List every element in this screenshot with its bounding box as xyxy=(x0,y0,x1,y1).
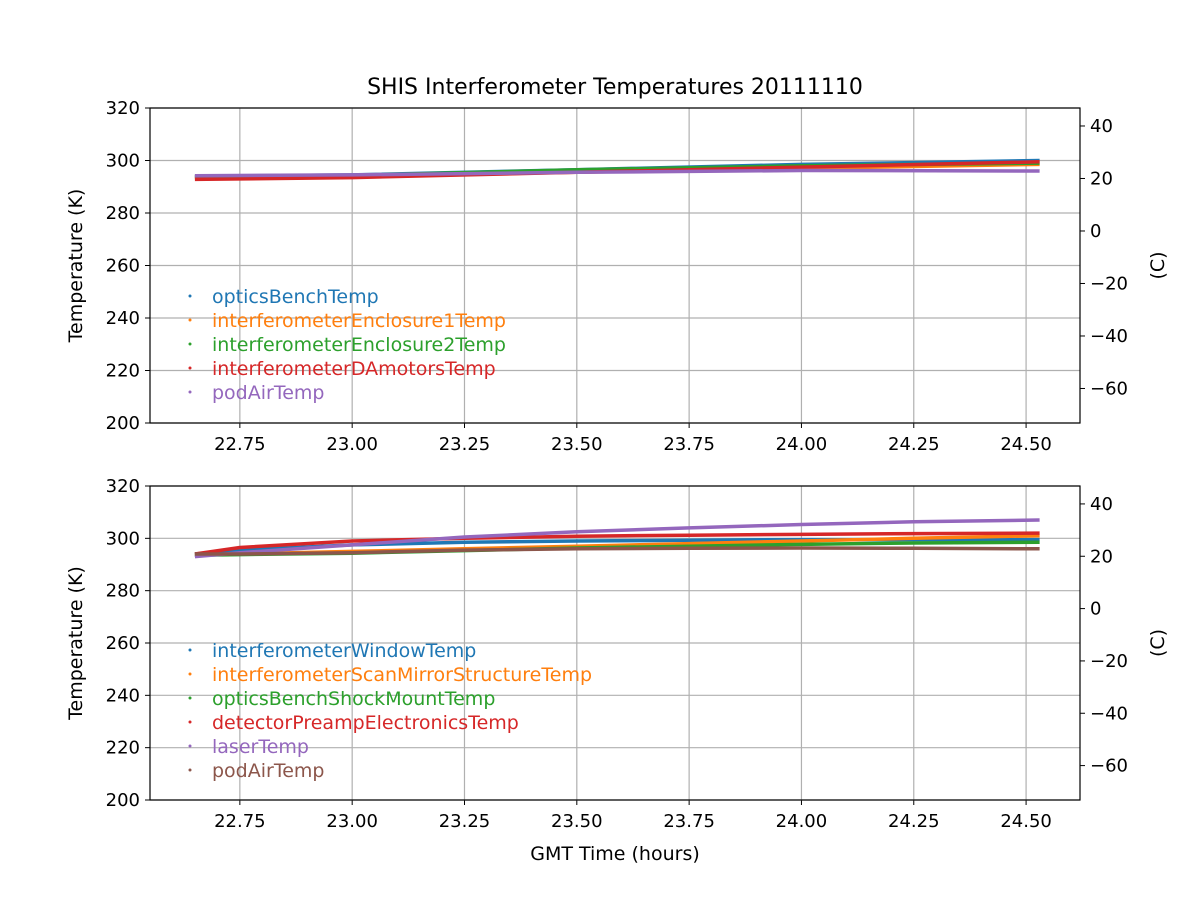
x-axis-label: GMT Time (hours) xyxy=(530,843,700,865)
y-tick-label: 240 xyxy=(106,685,140,706)
y-right-axis-label: (C) xyxy=(1147,629,1169,657)
y-right-tick-label: −40 xyxy=(1090,703,1128,724)
x-tick-label: 22.75 xyxy=(214,811,266,832)
y-axis-label: Temperature (K) xyxy=(65,189,87,344)
x-tick-label: 23.00 xyxy=(326,811,378,832)
chart-title: SHIS Interferometer Temperatures 2011111… xyxy=(367,75,863,100)
bottom-chart: 22.75 23.00 23.25 23.50 23.75 24.00 24.25 24.50… xyxy=(65,476,1169,832)
x-tick-label: 24.25 xyxy=(888,811,940,832)
legend-marker xyxy=(188,672,192,676)
x-tick-label: 23.75 xyxy=(663,811,715,832)
x-tick-label: 24.00 xyxy=(776,434,828,455)
x-tick-label: 24.25 xyxy=(888,434,940,455)
y-right-tick-label: −60 xyxy=(1090,378,1128,399)
x-tick-label: 22.75 xyxy=(214,434,266,455)
legend-marker xyxy=(188,744,192,748)
series-line-detectorPreampElectronicsTemp xyxy=(194,531,1040,556)
y-right-tick-label: −20 xyxy=(1090,273,1128,294)
y-tick-label: 200 xyxy=(106,413,140,434)
y-tick-label: 220 xyxy=(106,361,140,382)
y-right-tick-label: −40 xyxy=(1090,326,1128,347)
x-tick-label: 23.25 xyxy=(439,434,491,455)
legend-marker xyxy=(188,366,192,370)
plot-frame xyxy=(149,107,1081,424)
x-tick-label: 23.25 xyxy=(439,811,491,832)
legend-marker xyxy=(188,648,192,652)
plot-frame xyxy=(149,485,1081,801)
legend-entry: interferometerWindowTemp xyxy=(212,640,476,662)
legend-entry: interferometerEnclosure1Temp xyxy=(212,310,506,332)
legend-entry: detectorPreampElectronicsTemp xyxy=(212,712,519,734)
y-tick-label: 280 xyxy=(106,203,140,224)
y-right-tick-label: 20 xyxy=(1090,546,1113,567)
y-right-tick-label: 40 xyxy=(1090,494,1113,515)
x-tick-label: 23.50 xyxy=(551,434,603,455)
legend-entry: interferometerScanMirrorStructureTemp xyxy=(212,664,592,686)
legend-entry: interferometerDAmotorsTemp xyxy=(212,358,496,380)
y-tick-label: 320 xyxy=(106,98,140,119)
legend-marker xyxy=(188,390,192,394)
series-line-podAirTemp xyxy=(194,546,1040,556)
x-tick-label: 23.00 xyxy=(326,434,378,455)
legend-entry: laserTemp xyxy=(212,736,309,758)
legend-marker xyxy=(188,768,192,772)
y-tick-label: 300 xyxy=(106,528,140,549)
x-tick-label: 23.75 xyxy=(663,434,715,455)
legend-entry: podAirTemp xyxy=(212,760,324,782)
series-line-podAirTemp xyxy=(194,168,1040,178)
legend-entry: interferometerEnclosure2Temp xyxy=(212,334,506,356)
legend-marker xyxy=(188,696,192,700)
y-tick-label: 200 xyxy=(106,790,140,811)
legend-marker xyxy=(188,720,192,724)
y-tick-label: 260 xyxy=(106,256,140,277)
y-right-tick-label: 20 xyxy=(1090,168,1113,189)
legend-marker xyxy=(188,342,192,346)
legend-marker xyxy=(188,318,192,322)
y-right-axis-label: (C) xyxy=(1147,251,1169,279)
x-tick-label: 24.50 xyxy=(1000,811,1052,832)
y-tick-label: 320 xyxy=(106,476,140,497)
series-line-laserTemp xyxy=(194,518,1040,559)
y-tick-label: 280 xyxy=(106,581,140,602)
x-tick-label: 24.50 xyxy=(1000,434,1052,455)
y-right-tick-label: 0 xyxy=(1090,221,1101,242)
y-right-tick-label: −20 xyxy=(1090,651,1128,672)
y-right-tick-label: 0 xyxy=(1090,599,1101,620)
legend-entry: podAirTemp xyxy=(212,382,324,404)
legend-entry: opticsBenchTemp xyxy=(212,286,379,308)
y-tick-label: 300 xyxy=(106,151,140,172)
y-right-tick-label: −60 xyxy=(1090,756,1128,777)
x-tick-label: 23.50 xyxy=(551,811,603,832)
y-tick-label: 240 xyxy=(106,308,140,329)
legend-marker xyxy=(188,294,192,298)
legend-entry: opticsBenchShockMountTemp xyxy=(212,688,495,710)
x-tick-label: 24.00 xyxy=(776,811,828,832)
y-axis-label: Temperature (K) xyxy=(65,566,87,721)
y-tick-label: 260 xyxy=(106,633,140,654)
y-right-tick-label: 40 xyxy=(1090,116,1113,137)
top-chart: 22.75 23.00 23.25 23.50 23.75 24.00 24.25 24.50… xyxy=(65,98,1169,455)
y-tick-label: 220 xyxy=(106,738,140,759)
